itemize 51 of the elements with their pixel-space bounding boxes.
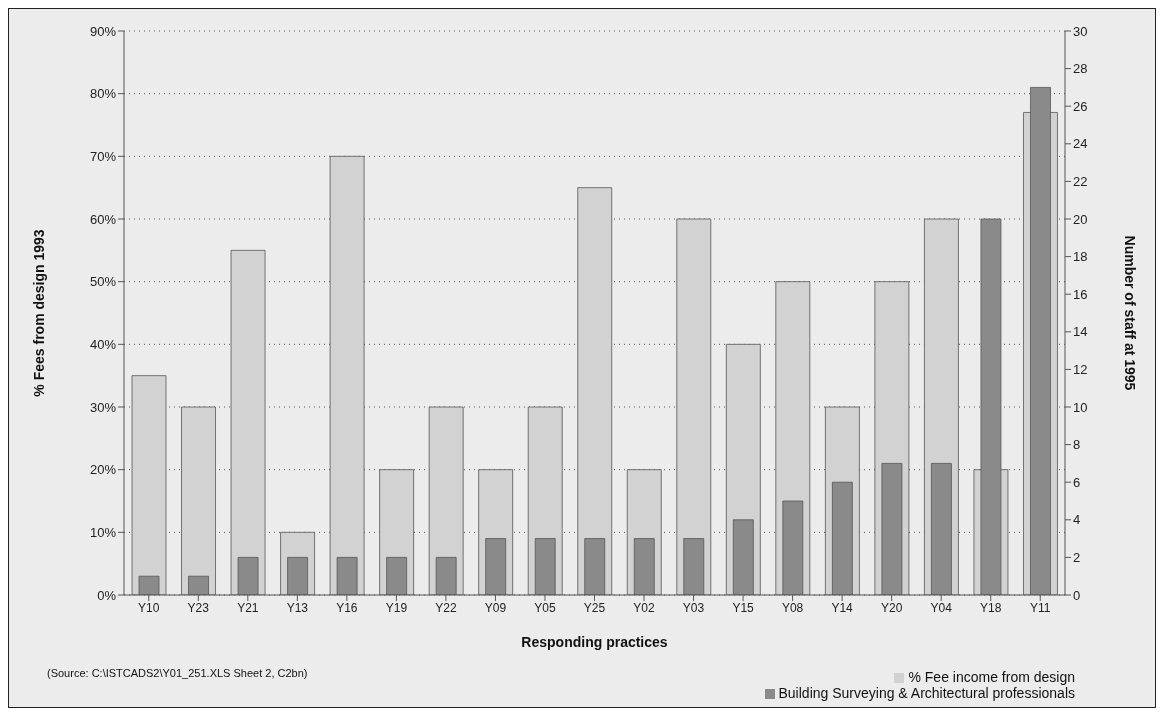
y2-tick-label: 0 [1073, 587, 1081, 603]
x-tick-label: Y09 [484, 600, 507, 615]
y2-tick-label: 12 [1073, 362, 1088, 378]
y2-tick-label: 8 [1073, 437, 1081, 453]
y-tick-label: 10% [89, 524, 117, 540]
y2-tick-label: 26 [1073, 98, 1088, 114]
y2-tick-label: 16 [1073, 286, 1088, 302]
y2-tick-label: 14 [1073, 324, 1088, 340]
y-axis-title: % Fees from design 1993 [30, 229, 47, 397]
y-tick-label: 30% [89, 399, 117, 415]
y-tick-label: 80% [89, 86, 117, 102]
y2-tick-label: 22 [1073, 174, 1088, 190]
y2-tick-label: 4 [1073, 512, 1081, 528]
y-tick-label: 40% [89, 336, 117, 352]
legend-label: Building Surveying & Architectural professionals [778, 685, 1075, 701]
x-tick-label: Y10 [138, 600, 160, 615]
x-tick-label: Y13 [286, 600, 309, 615]
x-axis-title: Responding practices [521, 634, 668, 650]
x-tick-label: Y15 [732, 600, 755, 615]
text: (Source: C:\ISTCADS2\Y01_251.XLS Sheet 2, C2bn) [47, 667, 308, 679]
y-tick-label: 20% [89, 462, 117, 478]
x-tick-label: Y08 [781, 600, 804, 615]
y2-tick-label: 28 [1073, 61, 1088, 77]
x-tick-label: Y11 [1030, 600, 1051, 615]
y2-axis-title: Number of staff at 1995 [1122, 235, 1139, 391]
legend-label: % Fee income from design [908, 669, 1075, 685]
x-tick-label: Y25 [583, 600, 606, 615]
y-tick-label: 60% [89, 211, 117, 227]
x-tick-label: Y22 [435, 600, 457, 615]
y2-tick-label: 30 [1073, 23, 1088, 39]
y2-tick-label: 2 [1073, 550, 1081, 566]
y2-tick-label: 24 [1073, 136, 1088, 152]
y2-tick-label: 10 [1073, 399, 1088, 415]
y-tick-label: 90% [89, 23, 117, 39]
x-tick-label: Y16 [336, 600, 358, 615]
y-tick-label: 70% [89, 148, 117, 164]
y-tick-label: 0% [97, 587, 117, 603]
x-tick-label: Y18 [980, 600, 1002, 615]
x-tick-label: Y23 [187, 600, 210, 615]
y-tick-label: 50% [89, 274, 117, 290]
x-tick-label: Y04 [930, 600, 953, 615]
x-tick-label: Y05 [534, 600, 556, 615]
x-tick-label: Y03 [682, 600, 705, 615]
y2-tick-label: 6 [1073, 474, 1081, 490]
y2-tick-label: 18 [1073, 249, 1088, 265]
x-tick-label: Y19 [385, 600, 408, 615]
y2-tick-label: 20 [1073, 211, 1088, 227]
x-tick-label: Y14 [831, 600, 854, 615]
x-tick-label: Y20 [880, 600, 903, 615]
x-tick-label: Y02 [633, 600, 656, 615]
x-tick-label: Y21 [237, 600, 259, 615]
